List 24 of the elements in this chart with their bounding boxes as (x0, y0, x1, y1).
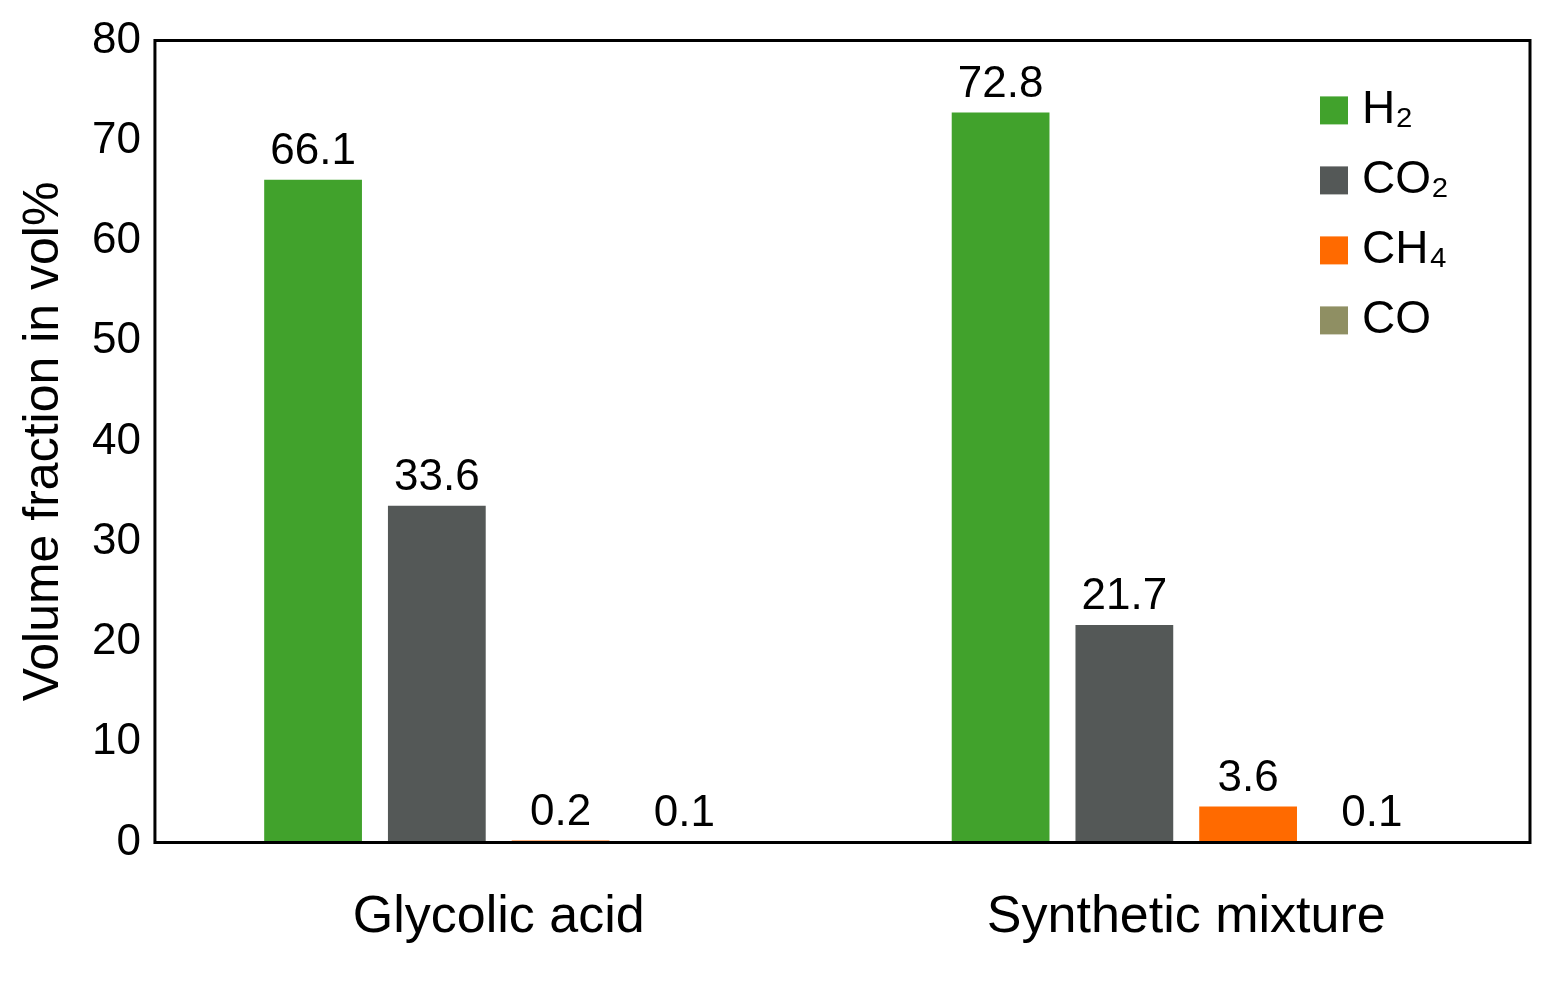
data-label: 3.6 (1217, 750, 1279, 800)
y-tick-label: 40 (91, 413, 141, 463)
y-tick-label: 20 (91, 614, 141, 664)
y-tick-label: 80 (91, 12, 141, 62)
data-label: 0.1 (653, 785, 715, 835)
y-tick-label: 0 (116, 814, 141, 864)
y-tick-label: 30 (91, 513, 141, 563)
data-label: 21.7 (1081, 569, 1168, 619)
y-tick-label: 60 (91, 213, 141, 263)
y-tick-label: 70 (91, 112, 141, 162)
data-label: 72.8 (957, 56, 1044, 106)
y-axis-title: Volume fraction in vol% (12, 181, 69, 702)
legend-label: CO₂ (1362, 151, 1449, 204)
legend-label: H₂ (1362, 81, 1414, 134)
data-label: 0.1 (1341, 785, 1403, 835)
y-tick-label: 50 (91, 313, 141, 363)
data-label: 66.1 (270, 123, 356, 173)
y-tick-label: 10 (91, 714, 141, 764)
data-label: 0.2 (530, 784, 592, 834)
x-tick-label: Glycolic acid (352, 885, 645, 944)
x-tick-label: Synthetic mixture (986, 885, 1386, 944)
legend-label: CH₄ (1362, 221, 1448, 274)
data-label: 33.6 (394, 449, 480, 499)
legend-label: CO (1362, 291, 1431, 344)
